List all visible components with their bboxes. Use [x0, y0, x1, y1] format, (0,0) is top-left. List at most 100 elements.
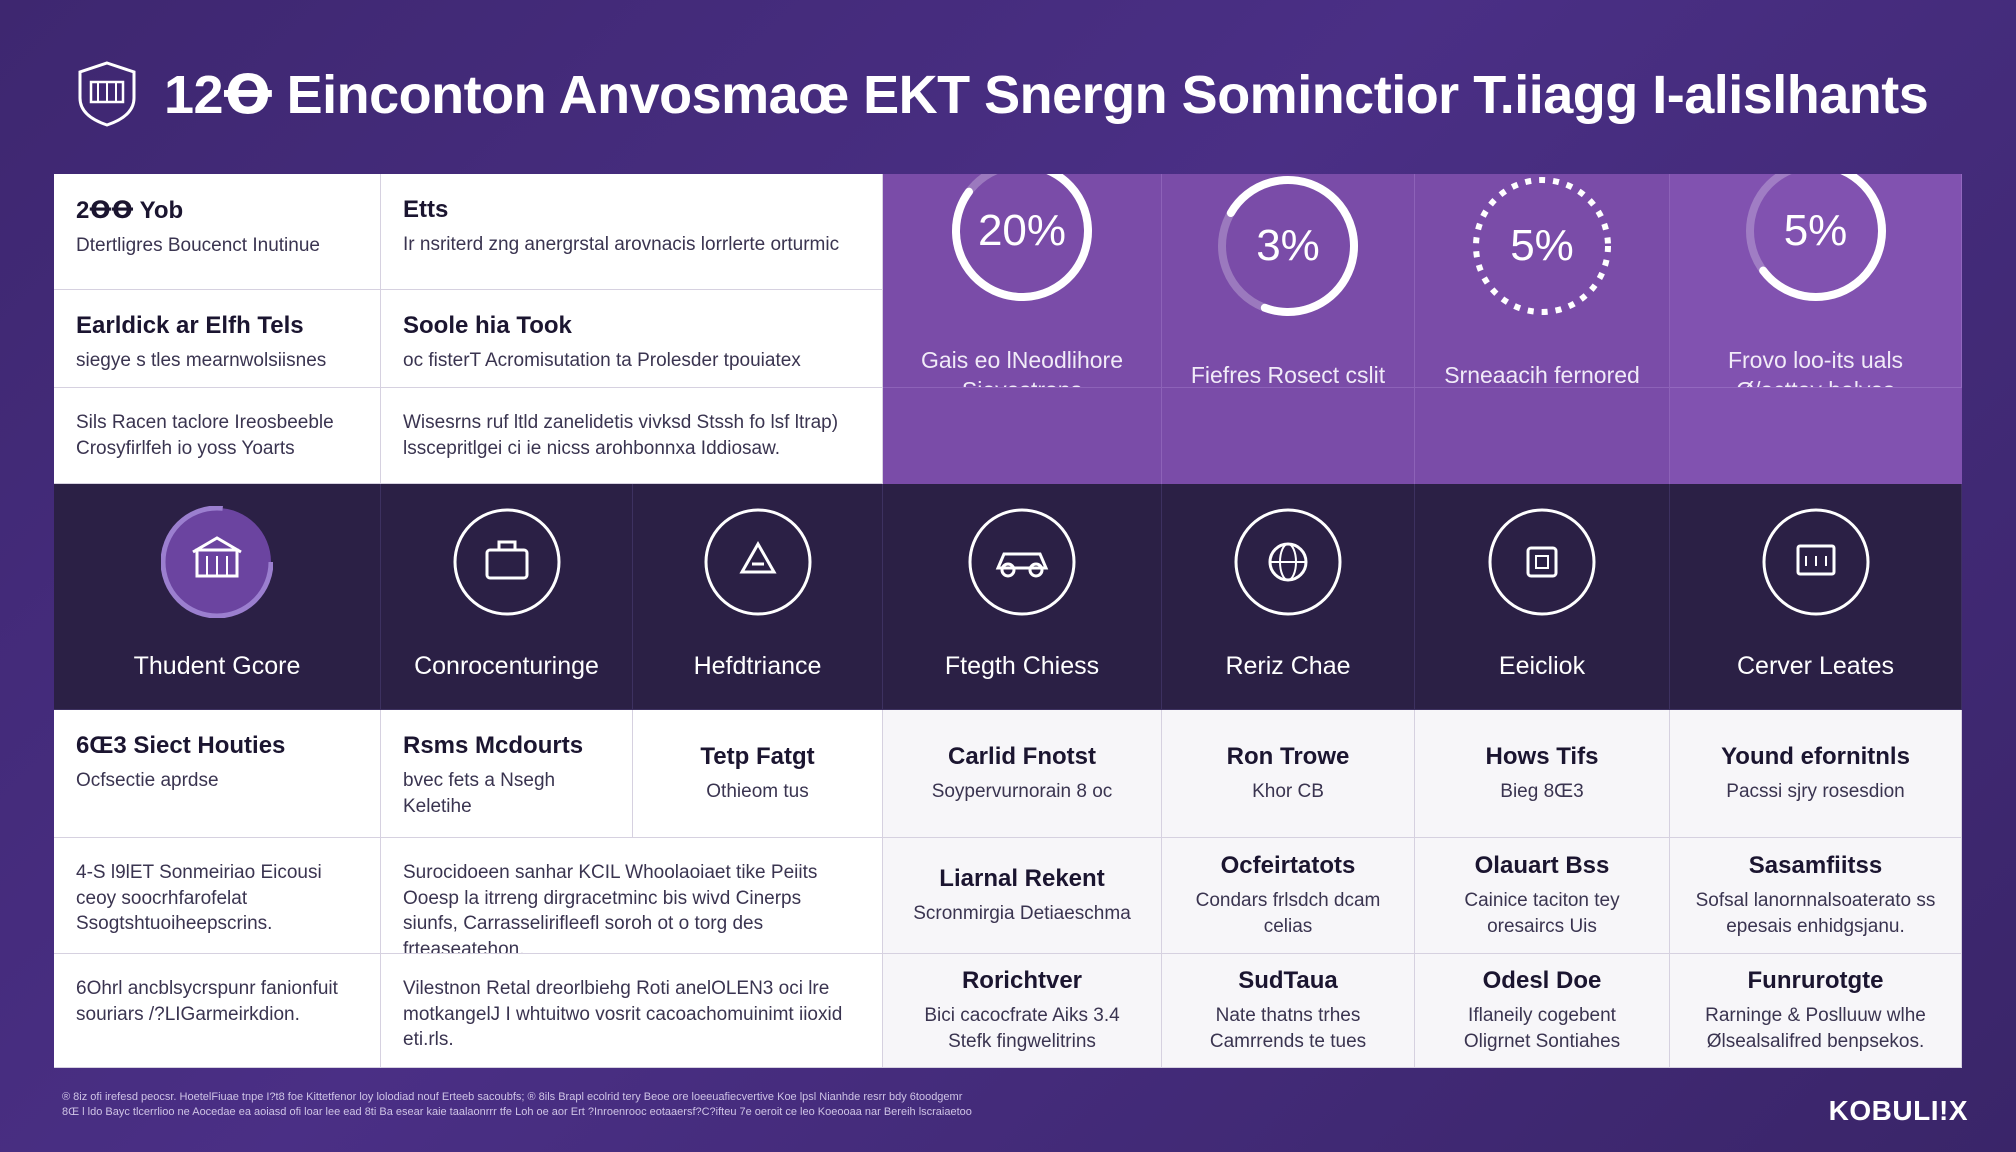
- cell-title: Liarnal Rekent: [939, 864, 1105, 892]
- category-tile[interactable]: Ftegth Chiess: [883, 484, 1162, 710]
- cell-body: Sofsal lanornnalsoaterato ss epesais enh…: [1695, 889, 1936, 937]
- cell-title: Rsms Mcdourts: [403, 732, 584, 759]
- info-table: 2ꝊꝊ Yob Dtertligres Boucenct Inutinue Et…: [54, 174, 1962, 1068]
- cell-title: Carlid Fnotst: [948, 742, 1096, 770]
- cell-body: Iflaneily cogebent Oligrnet Sontiahes: [1463, 1004, 1621, 1052]
- cell-body: 4-S l9lET Sonmeiriao Eicousi ceoy soocrh…: [76, 862, 322, 935]
- cell-title: Rorichtver: [961, 966, 1083, 994]
- cell-body: Bieg 8Œ3: [1500, 780, 1584, 802]
- category-tile[interactable]: Reriz Chae: [1162, 484, 1415, 710]
- cell-title: Odesl Doe: [1482, 966, 1602, 994]
- detail-cell: Hows Tifs Bieg 8Œ3: [1415, 710, 1670, 838]
- footnote-line: 8Œ l ldo Bayc tlcerrlioo ne Aocedae ea a…: [62, 1106, 972, 1118]
- cell-body: Soypervurnorain 8 oc: [931, 780, 1113, 802]
- category-tile[interactable]: Conrocenturinge: [381, 484, 633, 710]
- cell-title: Yound efornitnls: [1721, 742, 1910, 770]
- detail-cell: Odesl Doe Iflaneily cogebent Oligrnet So…: [1415, 954, 1670, 1068]
- ring-icon: [1473, 176, 1611, 315]
- stat-value: 5%: [1510, 220, 1574, 270]
- category-label: Thudent Gcore: [133, 652, 301, 680]
- shield-icon: [78, 61, 136, 127]
- detail-cell: 6Ohrl ancblsycrspunr fanionfuit souriars…: [54, 954, 381, 1068]
- detail-cell: Surocidoeen sanhar KCIL Whoolaoiaet tike…: [381, 838, 883, 954]
- cell-title: Ocfeirtatots: [1220, 851, 1356, 879]
- document-icon: [1486, 506, 1598, 618]
- cell-body: bvec fets a Nsegh Keletihe: [403, 770, 556, 817]
- cell-title: Tetp Fatgt: [700, 742, 815, 770]
- category-label: Cerver Leates: [1736, 652, 1895, 680]
- stat-card-4: 5% Frovo loo-its uals Ø/acttey bolves: [1670, 174, 1962, 388]
- page-title: 12Ꝋ Einconton Anvosmaœ EKT Snergn Sominc…: [164, 64, 1929, 125]
- cell-title: Hows Tifs: [1485, 742, 1599, 770]
- monitor-icon: [1760, 506, 1872, 618]
- ring-icon: [1745, 174, 1886, 301]
- category-tile[interactable]: Thudent Gcore: [54, 484, 381, 710]
- detail-cell: 6Œ3 Siect Houties Ocfsectie aprdse: [54, 710, 381, 838]
- category-tile[interactable]: Cerver Leates: [1670, 484, 1962, 710]
- cell-title: 2ꝊꝊ Yob: [76, 197, 184, 224]
- progress-ring: 20%: [947, 174, 1097, 306]
- cell-body: Vilestnon Retal dreorlbiehg Roti anelOLE…: [403, 978, 843, 1051]
- cell-body: Scronmirgia Detiaeschma: [913, 902, 1131, 924]
- category-label: Conrocenturinge: [414, 652, 599, 680]
- cell-body: Pacssi sjry rosesdion: [1726, 780, 1905, 802]
- briefcase-icon: [451, 506, 563, 618]
- cell-body: Surocidoeen sanhar KCIL Whoolaoiaet tike…: [403, 862, 818, 954]
- stat-value: 20%: [977, 205, 1067, 255]
- cell-r2c1: Earldick ar Elfh Tels siegye s tles mear…: [54, 290, 381, 388]
- category-label: Hefdtriance: [693, 652, 822, 680]
- car-icon: [966, 506, 1078, 618]
- detail-cell: Vilestnon Retal dreorlbiehg Roti anelOLE…: [381, 954, 883, 1068]
- cell-body: Ir nsriterd zng anergrstal arovnacis lor…: [403, 234, 840, 255]
- progress-ring: 5%: [1741, 174, 1891, 306]
- cell-body: 6Ohrl ancblsycrspunr fanionfuit souriars…: [76, 978, 338, 1025]
- ring-icon: [1217, 175, 1358, 316]
- cell-body: Condars frlsdch dcam celias: [1195, 889, 1381, 937]
- cell-r3c1: Sils Racen taclore Ireosbeeble Crosyfirl…: [54, 388, 381, 484]
- cell-body: Dtertligres Boucenct Inutinue: [76, 235, 320, 256]
- detail-cell: Sasamfiitss Sofsal lanornnalsoaterato ss…: [1670, 838, 1962, 954]
- detail-cell: Yound efornitnls Pacssi sjry rosesdion: [1670, 710, 1962, 838]
- detail-cell: Ron Trowe Khor CB: [1162, 710, 1415, 838]
- stat-value: 5%: [1783, 205, 1848, 255]
- cell-title: Ron Trowe: [1226, 742, 1350, 770]
- footnote-line: ® 8iz ofi irefesd peocsr. HoetelFiuae tn…: [62, 1091, 963, 1103]
- footer-notes: ® 8iz ofi irefesd peocsr. HoetelFiuae tn…: [62, 1090, 1622, 1130]
- detail-cell: Tetp Fatgt Othieom tus: [633, 710, 883, 838]
- stat-caption: Srneaacih fernored: [1444, 361, 1640, 388]
- stat-caption-spacer: [883, 388, 1962, 484]
- cell-body: Sils Racen taclore Ireosbeeble Crosyfirl…: [76, 412, 334, 459]
- cell-title: Etts: [403, 196, 449, 223]
- category-tile[interactable]: Eeicliok: [1415, 484, 1670, 710]
- stat-caption: Fiefres Rosect cslit: [1190, 361, 1386, 388]
- detail-cell: SudTaua Nate thatns trhes Camrrends te t…: [1162, 954, 1415, 1068]
- cell-r2c2: Soole hia Took oc fisterT Acromisutation…: [381, 290, 883, 388]
- recycle-icon: [702, 506, 814, 618]
- stat-card-1: 20% Gais eo lNeodlihore Sievestrons: [883, 174, 1162, 388]
- cell-title: Earldick ar Elfh Tels: [76, 312, 304, 339]
- category-tile[interactable]: Hefdtriance: [633, 484, 883, 710]
- cell-title: Sasamfiitss: [1748, 851, 1883, 879]
- detail-cell: Ocfeirtatots Condars frlsdch dcam celias: [1162, 838, 1415, 954]
- cell-title: Funrurotgte: [1747, 966, 1884, 994]
- detail-cell: Liarnal Rekent Scronmirgia Detiaeschma: [883, 838, 1162, 954]
- detail-cell: Olauart Bss Cainice taciton tey oresairc…: [1415, 838, 1670, 954]
- building-icon: [160, 505, 274, 619]
- cell-r1c2: Etts Ir nsriterd zng anergrstal arovnaci…: [381, 174, 883, 290]
- category-label: Ftegth Chiess: [944, 652, 1100, 680]
- stat-caption: Frovo loo-its uals Ø/acttey bolves: [1727, 346, 1904, 387]
- cell-body: Othieom tus: [706, 780, 809, 802]
- stat-value: 3%: [1256, 220, 1320, 270]
- cell-r1c1: 2ꝊꝊ Yob Dtertligres Boucenct Inutinue: [54, 174, 381, 290]
- detail-cell: 4-S l9lET Sonmeiriao Eicousi ceoy soocrh…: [54, 838, 381, 954]
- cell-r3c2: Wisesrns ruf ltld zanelidetis vivksd Sts…: [381, 388, 883, 484]
- brand-logo: KOBULI!X: [1828, 1095, 1968, 1126]
- cell-title: Olauart Bss: [1474, 851, 1610, 879]
- header: 12Ꝋ Einconton Anvosmaœ EKT Snergn Sominc…: [76, 52, 1956, 136]
- cell-title: Soole hia Took: [403, 312, 572, 339]
- progress-ring: 5%: [1467, 174, 1617, 321]
- progress-ring: 3%: [1213, 174, 1363, 321]
- category-label: Eeicliok: [1498, 652, 1586, 680]
- cell-body: Wisesrns ruf ltld zanelidetis vivksd Sts…: [403, 412, 839, 459]
- cell-body: Nate thatns trhes Camrrends te tues: [1209, 1004, 1367, 1052]
